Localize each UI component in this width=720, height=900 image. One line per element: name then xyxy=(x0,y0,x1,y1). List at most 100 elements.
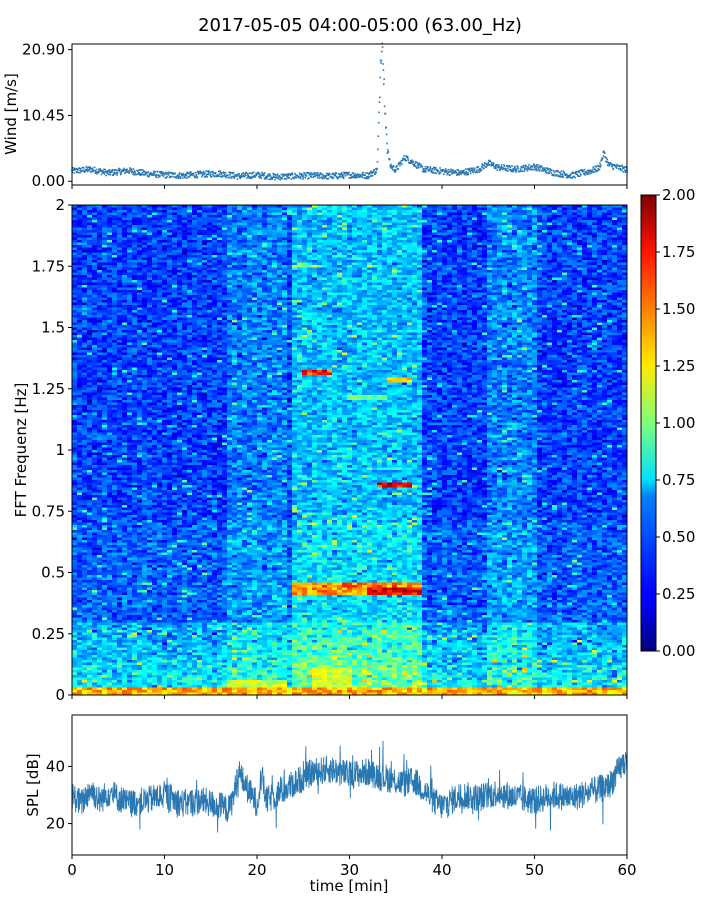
spectrogram-cell xyxy=(222,258,227,261)
spectrogram-cell xyxy=(357,245,362,248)
spectrogram-cell xyxy=(272,270,277,273)
spectrogram-cell xyxy=(77,285,82,288)
spectrogram-cell xyxy=(587,268,592,271)
spectrogram-cell xyxy=(302,243,307,246)
spectrogram-cell xyxy=(192,213,197,216)
spectrogram-cell xyxy=(442,258,447,261)
spectrogram-cell xyxy=(487,283,492,286)
spectrogram-cell xyxy=(427,215,432,218)
spectrogram-cell xyxy=(292,268,297,271)
spectrogram-cell xyxy=(337,213,342,216)
spectrogram-cell xyxy=(207,245,212,248)
spectrogram-cell xyxy=(217,223,222,226)
spectrogram-cell xyxy=(592,213,597,216)
spectrogram-cell xyxy=(432,228,437,231)
spectrogram-cell xyxy=(137,228,142,231)
spectrogram-cell xyxy=(217,215,222,218)
spectrogram-cell xyxy=(247,265,252,268)
spectrogram-cell xyxy=(232,208,237,211)
spectrogram-cell xyxy=(447,223,452,226)
spectrogram-cell xyxy=(92,210,97,213)
spectrogram-cell xyxy=(362,250,367,253)
spectrogram-cell xyxy=(267,215,272,218)
wind-point xyxy=(104,173,106,175)
spectrogram-cell xyxy=(502,253,507,256)
spectrogram-cell xyxy=(102,250,107,253)
spectrogram-cell xyxy=(362,218,367,221)
spectrogram-cell xyxy=(392,263,397,266)
spectrogram-cell xyxy=(582,248,587,251)
spectrogram-cell xyxy=(572,225,577,228)
spectrogram-cell xyxy=(102,208,107,211)
spectrogram-cell xyxy=(82,260,87,263)
wind-point xyxy=(168,174,170,176)
wind-point xyxy=(155,171,157,173)
spectrogram-cell xyxy=(247,248,252,251)
wind-point xyxy=(119,170,121,172)
spectrogram-cell xyxy=(542,238,547,241)
spectrogram-cell xyxy=(72,263,77,266)
spectrogram-cell xyxy=(292,250,297,253)
spectrogram-cell xyxy=(412,253,417,256)
spectrogram-cell xyxy=(587,270,592,273)
spectrogram-cell xyxy=(382,233,387,236)
wind-point xyxy=(606,159,608,161)
spectrogram-cell xyxy=(462,260,467,263)
spectrogram-cell xyxy=(387,255,392,258)
spectrogram-cell xyxy=(247,258,252,261)
spectrogram-cell xyxy=(577,278,582,281)
spectrogram-cell xyxy=(87,220,92,223)
spectrogram-cell xyxy=(542,248,547,251)
spectrogram-cell xyxy=(257,210,262,213)
spectrogram-cell xyxy=(402,273,407,276)
spectrogram-cell xyxy=(132,243,137,246)
spectrogram-cell xyxy=(252,210,257,213)
spectrogram-cell xyxy=(282,253,287,256)
spectrogram-cell xyxy=(487,260,492,263)
spectrogram-cell xyxy=(157,248,162,251)
spectrogram-cell xyxy=(272,283,277,286)
spectrogram-cell xyxy=(117,270,122,273)
spectrogram-cell xyxy=(137,255,142,258)
spectrogram-cell xyxy=(602,280,607,283)
spectrogram-cell xyxy=(107,270,112,273)
spectrogram-cell xyxy=(232,228,237,231)
spectrogram-cell xyxy=(287,268,292,271)
spectrogram-cell xyxy=(402,220,407,223)
spectrogram-cell xyxy=(537,210,542,213)
spectrogram-cell xyxy=(177,215,182,218)
spectrogram-cell xyxy=(517,260,522,263)
spectrogram-cell xyxy=(572,260,577,263)
spectrogram-cell xyxy=(322,223,327,226)
spectrogram-cell xyxy=(457,265,462,268)
spectrogram-cell xyxy=(127,213,132,216)
spectrogram-cell xyxy=(162,230,167,233)
spectrogram-cell xyxy=(387,263,392,266)
spectrogram-cell xyxy=(207,265,212,268)
spectrogram-cell xyxy=(232,215,237,218)
spectrogram-cell xyxy=(132,220,137,223)
spectrogram-cell xyxy=(357,283,362,286)
spectrogram-cell xyxy=(267,265,272,268)
spectrogram-cell xyxy=(227,238,232,241)
wind-point xyxy=(433,171,435,173)
spectrogram-cell xyxy=(212,270,217,273)
spectrogram-cell xyxy=(607,223,612,226)
spectrogram-cell xyxy=(317,243,322,246)
spectrogram-cell xyxy=(302,230,307,233)
spectrogram-cell xyxy=(272,268,277,271)
spectrogram-cell xyxy=(407,273,412,276)
wind-point xyxy=(120,174,122,176)
spectrogram-cell xyxy=(357,228,362,231)
spectrogram-cell xyxy=(482,263,487,266)
spectrogram-cell xyxy=(292,275,297,278)
wind-point xyxy=(537,166,539,168)
wind-point xyxy=(365,172,367,174)
spectrogram-cell xyxy=(417,223,422,226)
spectrogram-cell xyxy=(72,275,77,278)
spectrogram-cell xyxy=(297,218,302,221)
spectrogram-cell xyxy=(567,248,572,251)
spectrogram-cell xyxy=(112,220,117,223)
spectrogram-cell xyxy=(527,208,532,211)
wind-point xyxy=(430,167,432,169)
